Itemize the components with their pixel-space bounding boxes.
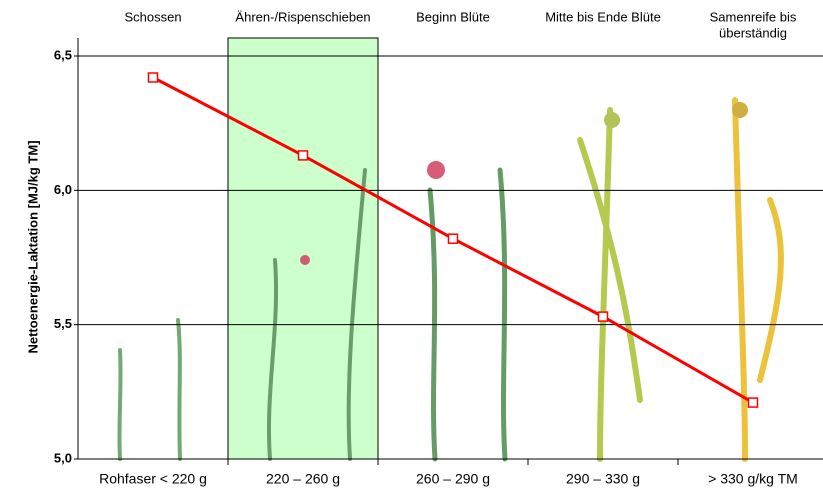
plot: 5,0 5,5 6,0 6,5 Rohfaser < 220 g Schossen 220 … — [54, 9, 823, 487]
y-tick-label: 5,5 — [54, 316, 72, 331]
x-tick-label: Rohfaser < 220 g — [99, 471, 207, 487]
stage-label: überständig — [719, 25, 787, 40]
y-tick-label: 5,0 — [54, 450, 72, 465]
data-point — [147, 72, 159, 83]
x-tick-label: 260 – 290 g — [416, 471, 490, 487]
x-tick-label: 290 – 330 g — [566, 471, 640, 487]
data-point — [747, 397, 759, 408]
stage-label: Mitte bis Ende Blüte — [545, 9, 661, 24]
plant-illustrations — [117, 97, 784, 462]
stage-label: Beginn Blüte — [416, 9, 490, 24]
x-tick-label: > 330 g/kg TM — [708, 471, 798, 487]
y-tick-label: 6,0 — [54, 182, 72, 197]
stage-label: Samenreife bis — [710, 9, 797, 24]
stage-label: Schossen — [124, 9, 181, 24]
x-tick-label: 220 – 260 g — [266, 471, 340, 487]
data-point — [297, 150, 309, 161]
background — [227, 37, 379, 460]
data-point — [447, 233, 459, 244]
stage-label: Ähren-/Rispenschieben — [235, 9, 370, 24]
y-axis-label: Nettoenergie-Laktation [MJ/kg TM] — [25, 140, 40, 353]
highlight-band — [227, 37, 379, 460]
data-point — [597, 311, 609, 322]
y-tick-label: 6,5 — [54, 47, 72, 62]
